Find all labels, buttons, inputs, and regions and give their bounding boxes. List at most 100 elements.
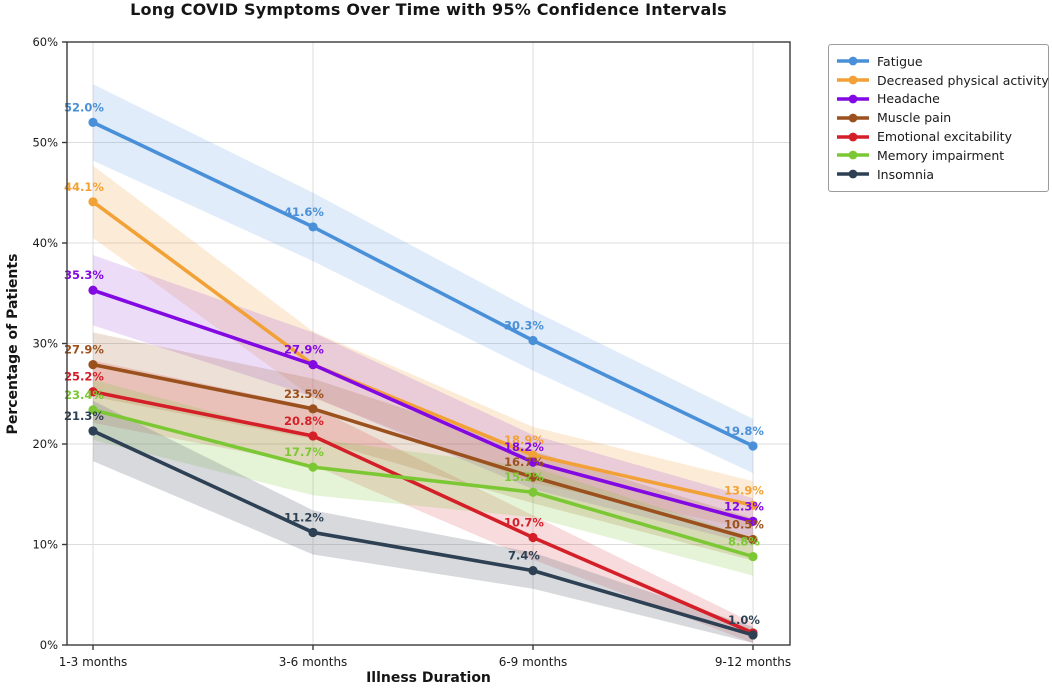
legend-line-marker-icon bbox=[837, 94, 869, 104]
legend-line-marker-icon bbox=[837, 56, 869, 66]
data-point-label: 10.7% bbox=[504, 515, 544, 529]
data-point-marker bbox=[308, 360, 318, 370]
data-point-marker bbox=[88, 387, 98, 397]
legend-label: Insomnia bbox=[877, 166, 935, 182]
data-point-marker bbox=[88, 405, 98, 415]
legend-item: Emotional excitability bbox=[836, 127, 1039, 146]
data-point-marker bbox=[528, 566, 538, 576]
confidence-band bbox=[93, 165, 753, 530]
y-axis-title: Percentage of Patients bbox=[5, 253, 21, 435]
data-point-label: 16.7% bbox=[504, 455, 544, 469]
data-point-label: 19.8% bbox=[724, 424, 764, 438]
legend-label: Decreased physical activity bbox=[877, 72, 1049, 88]
legend-line-marker-icon bbox=[837, 113, 869, 123]
data-point-marker bbox=[308, 462, 318, 472]
data-point-label: 21.3% bbox=[64, 409, 104, 423]
data-point-marker bbox=[528, 450, 538, 460]
data-point-label: 10.5% bbox=[724, 517, 764, 531]
x-tick-label: 6-9 months bbox=[499, 655, 568, 669]
data-point-label: 52.0% bbox=[64, 100, 104, 114]
legend-line-marker-icon bbox=[837, 150, 869, 160]
data-point-label: 18.2% bbox=[504, 440, 544, 454]
data-point-label: 17.7% bbox=[284, 445, 324, 459]
legend-line-marker-icon bbox=[837, 169, 869, 179]
data-point-marker bbox=[308, 404, 318, 414]
confidence-band bbox=[93, 332, 753, 561]
series-line bbox=[91, 408, 755, 559]
data-point-marker bbox=[528, 487, 538, 497]
data-point-marker bbox=[88, 197, 98, 207]
series-line bbox=[91, 362, 755, 542]
legend-item: Headache bbox=[836, 90, 1039, 109]
data-point-marker bbox=[748, 441, 758, 451]
data-point-marker bbox=[748, 516, 758, 526]
x-tick-label: 1-3 months bbox=[59, 655, 128, 669]
data-point-marker bbox=[748, 630, 758, 640]
data-point-label: 41.6% bbox=[284, 205, 324, 219]
y-tick-label: 40% bbox=[32, 236, 58, 250]
y-tick-label: 50% bbox=[32, 136, 58, 150]
chart-title: Long COVID Symptoms Over Time with 95% C… bbox=[130, 0, 727, 19]
data-point-label: 15.2% bbox=[504, 470, 544, 484]
data-point-label: 18.9% bbox=[504, 433, 544, 447]
series-line bbox=[91, 288, 755, 524]
data-point-label: 30.3% bbox=[504, 318, 544, 332]
series-line bbox=[91, 199, 755, 508]
data-point-marker bbox=[308, 222, 318, 232]
y-tick-label: 10% bbox=[32, 538, 58, 552]
data-point-label: 8.8% bbox=[728, 535, 760, 549]
confidence-band bbox=[93, 379, 753, 576]
x-axis-title: Illness Duration bbox=[366, 670, 491, 686]
data-point-label: 23.5% bbox=[284, 387, 324, 401]
confidence-band bbox=[93, 400, 753, 643]
legend-item: Decreased physical activity bbox=[836, 71, 1049, 90]
data-point-marker bbox=[308, 527, 318, 538]
data-point-marker bbox=[748, 534, 758, 545]
legend-label: Memory impairment bbox=[877, 147, 1005, 163]
data-point-marker bbox=[528, 472, 538, 482]
confidence-band bbox=[93, 255, 753, 545]
x-tick-label: 9-12 months bbox=[715, 655, 791, 669]
legend-label: Headache bbox=[877, 91, 940, 107]
data-point-marker bbox=[528, 335, 538, 346]
data-point-marker bbox=[748, 500, 758, 510]
legend-line-marker-icon bbox=[837, 75, 869, 85]
legend-line-marker-icon bbox=[837, 132, 869, 141]
legend-item: Insomnia bbox=[836, 165, 1039, 184]
data-point-label: 20.8% bbox=[284, 414, 324, 428]
legend-label: Muscle pain bbox=[877, 110, 952, 126]
data-point-marker bbox=[528, 532, 538, 543]
legend-label: Emotional excitability bbox=[877, 129, 1012, 145]
data-point-marker bbox=[748, 551, 758, 562]
data-point-marker bbox=[308, 431, 318, 441]
y-tick-label: 20% bbox=[32, 437, 58, 451]
series-line bbox=[91, 429, 755, 637]
data-point-marker bbox=[528, 457, 538, 467]
data-point-marker bbox=[88, 426, 98, 436]
y-tick-label: 60% bbox=[32, 35, 58, 49]
data-point-marker bbox=[88, 285, 98, 295]
series-line bbox=[91, 120, 755, 448]
data-point-label: 27.9% bbox=[284, 343, 324, 357]
x-tick-label: 3-6 months bbox=[279, 655, 348, 669]
data-point-marker bbox=[88, 360, 98, 370]
data-point-marker bbox=[88, 117, 98, 127]
legend: Fatigue Decreased physical activity Headac… bbox=[828, 44, 1049, 192]
y-tick-label: 30% bbox=[32, 337, 58, 351]
confidence-band bbox=[93, 84, 753, 474]
confidence-band bbox=[93, 360, 753, 643]
data-point-label: 27.9% bbox=[64, 343, 104, 357]
data-point-label: 7.4% bbox=[508, 549, 540, 563]
y-tick-label: 0% bbox=[40, 638, 58, 652]
series-line bbox=[91, 389, 755, 635]
data-point-label: 1.0% bbox=[728, 613, 760, 627]
data-point-label: 12.3% bbox=[724, 499, 764, 513]
data-point-label: 35.3% bbox=[64, 268, 104, 282]
data-point-label: 13.9% bbox=[724, 483, 764, 497]
data-point-label: 11.2% bbox=[284, 510, 324, 524]
data-point-label: 23.4% bbox=[64, 388, 104, 402]
legend-item: Fatigue bbox=[836, 52, 1039, 71]
data-point-label: 25.2% bbox=[64, 370, 104, 384]
